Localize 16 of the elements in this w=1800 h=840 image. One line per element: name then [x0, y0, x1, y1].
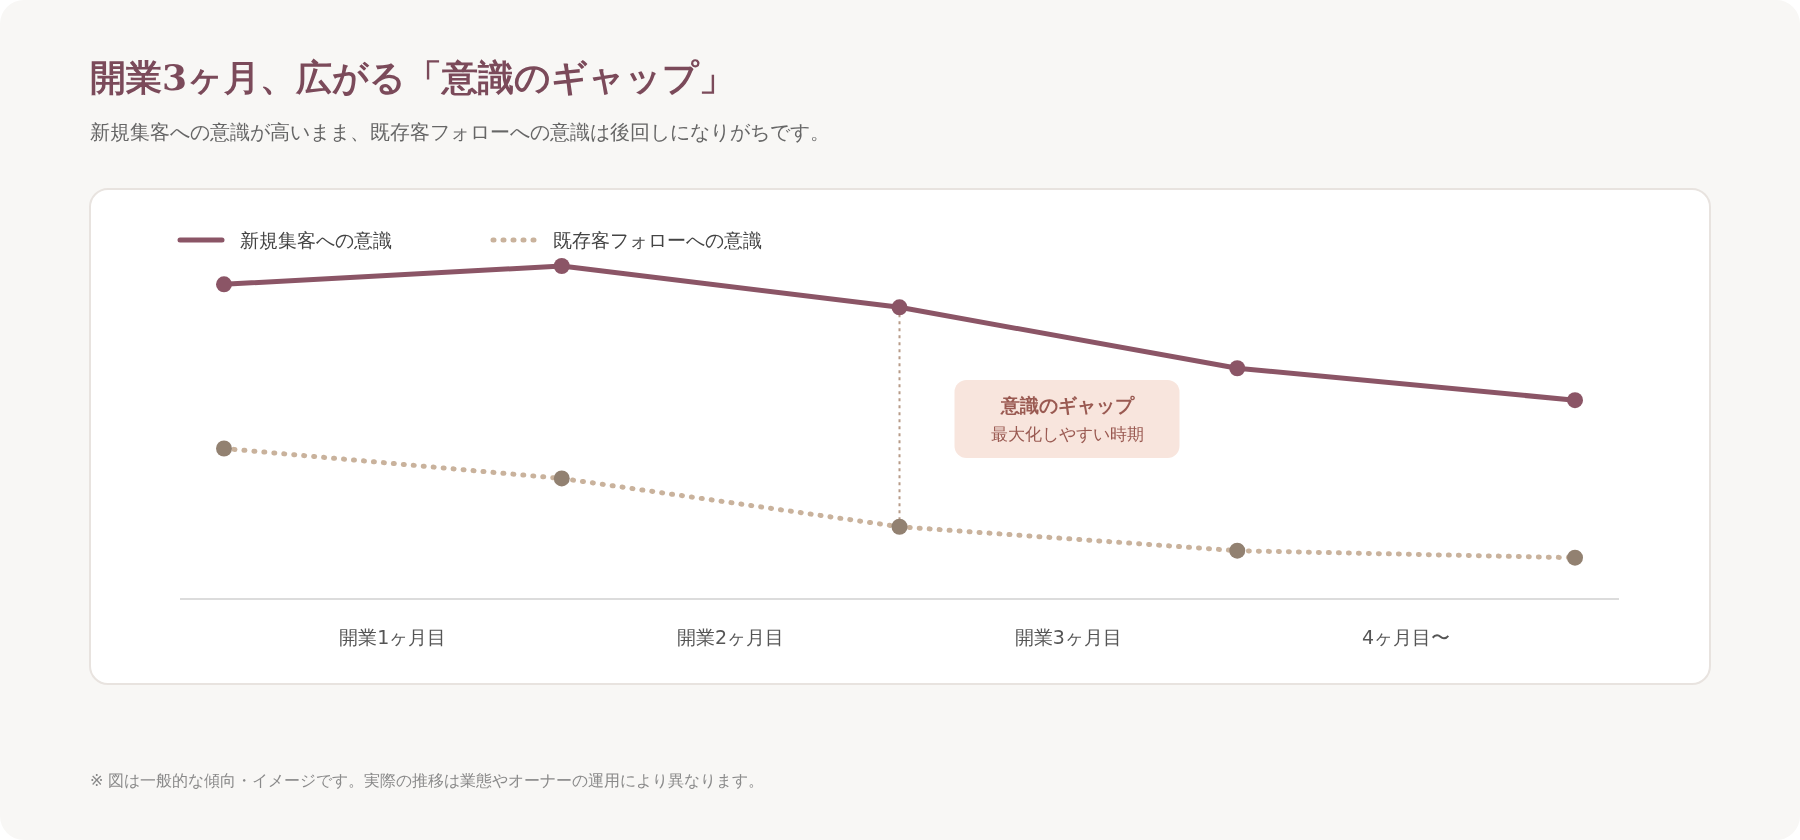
x-tick-label: 開業3ヶ月目: [1014, 626, 1122, 648]
text: ※ 図は一般的な傾向・イメージです。実際の推移は業態やオーナーの運用により異なります。: [90, 771, 765, 790]
annotation: 意識のギャップ: [999, 394, 1135, 417]
point: [1229, 360, 1246, 377]
point: [891, 299, 908, 316]
x-tick-label: 開業2ヶ月目: [677, 626, 785, 648]
legend-label: 新規集客への意識: [240, 229, 392, 251]
point: [553, 258, 570, 274]
point: [216, 276, 232, 293]
x-tick-label: 4ヶ月目〜: [1362, 626, 1451, 648]
legend-label: 既存客フォローへの意識: [553, 229, 762, 251]
chart-title: 開業3ヶ月、広がる「意識のギャップ」: [90, 56, 736, 98]
annotation: 最大化しやすい時期: [990, 424, 1144, 445]
point: [1567, 392, 1583, 409]
x-tick-label: 開業1ヶ月目: [339, 626, 447, 648]
chart-subtitle: 新規集客への意識が高いまま、既存客フォローへの意識は後回しになりがちです。: [90, 120, 830, 144]
